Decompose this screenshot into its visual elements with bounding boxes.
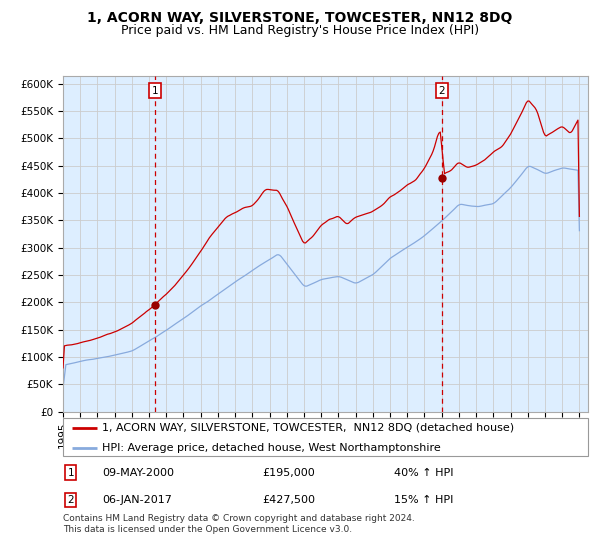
FancyBboxPatch shape	[63, 418, 588, 456]
Text: 1: 1	[68, 468, 74, 478]
Text: Price paid vs. HM Land Registry's House Price Index (HPI): Price paid vs. HM Land Registry's House …	[121, 24, 479, 36]
Text: Contains HM Land Registry data © Crown copyright and database right 2024.: Contains HM Land Registry data © Crown c…	[63, 514, 415, 523]
Text: £195,000: £195,000	[263, 468, 315, 478]
Text: 09-MAY-2000: 09-MAY-2000	[103, 468, 175, 478]
Text: 1, ACORN WAY, SILVERSTONE, TOWCESTER,  NN12 8DQ (detached house): 1, ACORN WAY, SILVERSTONE, TOWCESTER, NN…	[103, 423, 515, 433]
Text: HPI: Average price, detached house, West Northamptonshire: HPI: Average price, detached house, West…	[103, 443, 441, 453]
Text: 1: 1	[152, 86, 158, 96]
Text: This data is licensed under the Open Government Licence v3.0.: This data is licensed under the Open Gov…	[63, 525, 352, 534]
Text: 06-JAN-2017: 06-JAN-2017	[103, 495, 172, 505]
Text: 1, ACORN WAY, SILVERSTONE, TOWCESTER, NN12 8DQ: 1, ACORN WAY, SILVERSTONE, TOWCESTER, NN…	[88, 11, 512, 25]
Text: 2: 2	[439, 86, 445, 96]
Text: £427,500: £427,500	[263, 495, 316, 505]
Text: 40% ↑ HPI: 40% ↑ HPI	[394, 468, 453, 478]
Text: 2: 2	[68, 495, 74, 505]
Text: 15% ↑ HPI: 15% ↑ HPI	[394, 495, 453, 505]
